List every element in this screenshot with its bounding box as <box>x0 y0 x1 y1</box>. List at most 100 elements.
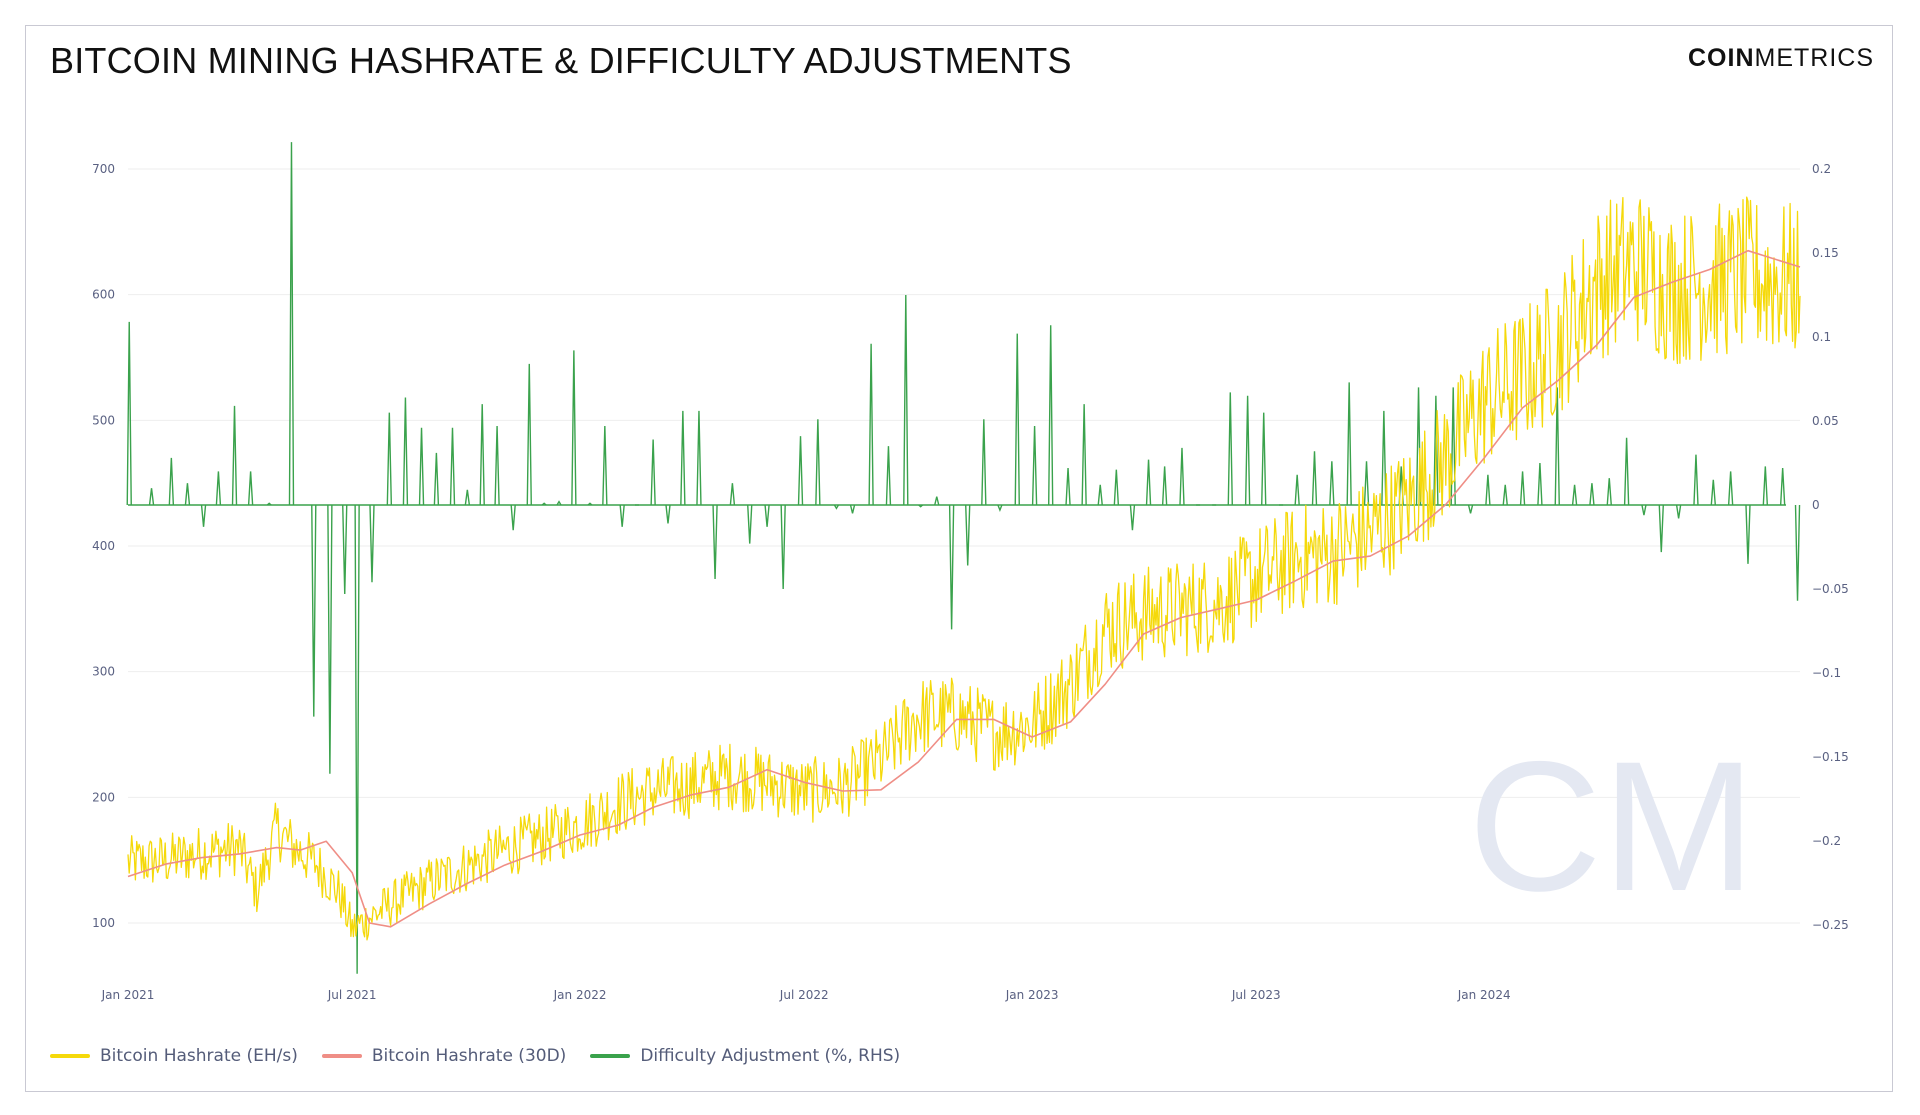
hashrate-30d-line <box>127 249 1801 928</box>
difficulty-spike <box>1227 392 1233 506</box>
difficulty-spike <box>797 436 804 506</box>
hashrate-30d-series <box>127 249 1801 928</box>
difficulty-spike <box>418 427 425 506</box>
difficulty-spike <box>696 410 702 506</box>
difficulty-spike <box>981 419 987 506</box>
difficulty-series <box>126 142 1801 974</box>
chart-title: BITCOIN MINING HASHRATE & DIFFICULTY ADJ… <box>50 40 1072 81</box>
legend-item-hashrate[interactable]: Bitcoin Hashrate (EH/s) <box>50 1046 298 1066</box>
difficulty-spike <box>918 504 924 508</box>
legend-swatch-hashrate <box>50 1054 90 1058</box>
legend-label-hashrate: Bitcoin Hashrate (EH/s) <box>100 1046 298 1066</box>
difficulty-spike <box>1014 333 1020 506</box>
difficulty-spike <box>650 439 656 506</box>
difficulty-spike <box>1129 504 1136 531</box>
difficulty-spike <box>1467 504 1474 514</box>
legend-swatch-difficulty <box>590 1054 631 1058</box>
difficulty-spike <box>1571 484 1578 506</box>
difficulty-spike <box>815 419 821 506</box>
difficulty-spike <box>997 504 1003 512</box>
difficulty-spike <box>1179 447 1185 506</box>
difficulty-spike <box>200 504 207 527</box>
x-tick-label: Jan 2024 <box>1457 988 1511 1002</box>
difficulty-spike <box>541 502 547 506</box>
y-left-tick-label: 700 <box>92 162 115 176</box>
difficulty-spike <box>1554 387 1560 506</box>
legend-item-difficulty[interactable]: Difficulty Adjustment (%, RHS) <box>590 1046 900 1066</box>
difficulty-spike <box>849 504 856 514</box>
difficulty-spike <box>780 504 786 590</box>
difficulty-spike <box>885 446 892 506</box>
difficulty-spike <box>1113 469 1120 506</box>
difficulty-spike <box>1641 504 1647 516</box>
y-left-tick-label: 600 <box>92 288 115 302</box>
brand-light: METRICS <box>1754 44 1874 72</box>
difficulty-spike <box>1450 387 1456 506</box>
legend: Bitcoin Hashrate (EH/s) Bitcoin Hashrate… <box>50 1046 900 1066</box>
difficulty-spike <box>1519 471 1526 506</box>
difficulty-spike <box>556 500 562 506</box>
difficulty-spike <box>729 483 736 506</box>
legend-item-hashrate-30d[interactable]: Bitcoin Hashrate (30D) <box>321 1046 566 1066</box>
difficulty-spike <box>215 471 222 506</box>
difficulty-spike <box>1794 504 1801 601</box>
difficulty-spike <box>184 483 191 506</box>
brand-bold: COIN <box>1688 44 1755 72</box>
x-tick-label: Jan 2022 <box>553 988 607 1002</box>
difficulty-spike <box>342 504 348 595</box>
difficulty-spike <box>402 397 409 506</box>
hashrate-series <box>127 196 1801 941</box>
difficulty-spike <box>1161 466 1168 506</box>
difficulty-spike <box>948 504 955 630</box>
difficulty-spike <box>934 496 940 506</box>
difficulty-spike <box>1261 412 1267 506</box>
y-left-tick-label: 300 <box>92 665 115 679</box>
difficulty-spike <box>433 452 440 506</box>
difficulty-spike <box>479 404 485 506</box>
difficulty-spike <box>602 426 608 506</box>
difficulty-spike <box>266 502 272 506</box>
difficulty-spike <box>526 363 532 506</box>
difficulty-spike <box>1658 504 1664 553</box>
x-tick-label: Jan 2023 <box>1005 988 1059 1002</box>
difficulty-spike <box>1346 382 1352 506</box>
difficulty-spike <box>1623 437 1630 506</box>
difficulty-spike <box>510 504 516 531</box>
hashrate-line <box>127 196 1801 941</box>
y-right-tick-label: 0.15 <box>1812 246 1839 260</box>
difficulty-spike <box>354 504 360 974</box>
chart-frame <box>25 25 1893 1092</box>
difficulty-spike <box>311 504 317 717</box>
y-left-tick-label: 400 <box>92 539 115 553</box>
difficulty-spike <box>1485 474 1491 506</box>
difficulty-spike <box>1145 459 1152 506</box>
watermark-logo: CM <box>1468 724 1756 930</box>
difficulty-spike <box>369 504 375 583</box>
difficulty-spike <box>833 504 840 510</box>
difficulty-spike <box>126 321 132 506</box>
difficulty-spike <box>1433 395 1439 506</box>
difficulty-spike <box>903 294 909 506</box>
difficulty-spike <box>464 489 471 506</box>
y-left-tick-label: 500 <box>92 413 115 427</box>
difficulty-spike <box>1710 479 1717 506</box>
difficulty-spike <box>1606 478 1612 506</box>
difficulty-spike <box>231 405 238 506</box>
difficulty-spike <box>1244 395 1251 506</box>
difficulty-spike <box>1381 410 1387 506</box>
difficulty-spike <box>494 426 500 506</box>
difficulty-spike <box>1329 461 1335 506</box>
difficulty-spike <box>1065 468 1071 506</box>
difficulty-spike <box>587 502 593 506</box>
y-right-tick-label: −0.05 <box>1812 582 1849 596</box>
difficulty-spike <box>1745 504 1751 564</box>
difficulty-spike <box>680 410 686 506</box>
x-tick-label: Jul 2022 <box>779 988 829 1002</box>
difficulty-spike <box>965 504 971 566</box>
y-right-tick-label: 0.1 <box>1812 330 1831 344</box>
difficulty-spike <box>747 504 753 544</box>
difficulty-spike <box>868 343 874 506</box>
y-right-tick-label: −0.2 <box>1812 834 1841 848</box>
y-right-tick-label: 0 <box>1812 498 1820 512</box>
